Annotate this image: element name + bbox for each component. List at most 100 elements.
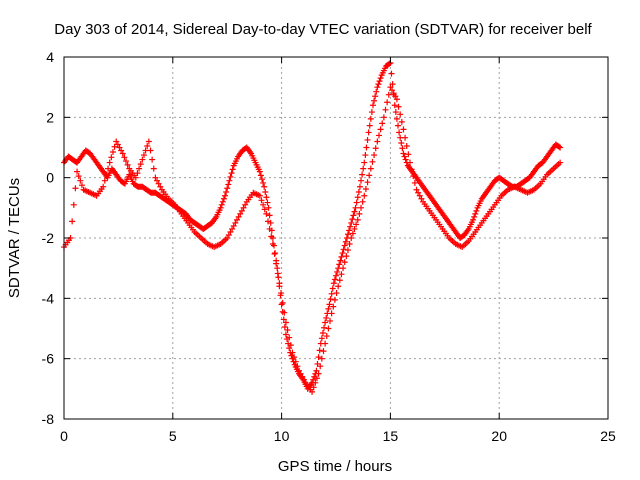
data-point	[256, 168, 263, 175]
data-point	[284, 327, 291, 334]
data-point	[392, 109, 399, 116]
data-point	[346, 227, 353, 234]
data-point	[227, 173, 234, 180]
data-point	[226, 177, 233, 184]
data-series	[61, 60, 564, 395]
data-point	[360, 165, 367, 172]
data-point	[119, 150, 126, 157]
data-point	[220, 195, 227, 202]
data-point	[223, 188, 230, 195]
chart-title: Day 303 of 2014, Sidereal Day-to-day VTE…	[54, 21, 592, 38]
data-point	[217, 204, 224, 211]
data-point	[354, 194, 361, 201]
data-point	[343, 253, 350, 260]
data-point	[387, 84, 394, 91]
data-point	[109, 149, 116, 156]
data-point	[338, 271, 345, 278]
data-point	[274, 270, 281, 277]
data-point	[406, 159, 413, 166]
data-point	[292, 358, 299, 365]
data-point	[340, 246, 347, 253]
data-point	[227, 228, 234, 235]
data-point	[395, 103, 402, 110]
y-tick-label: -6	[42, 351, 55, 367]
data-point	[368, 109, 375, 116]
data-point	[471, 213, 478, 220]
data-point	[218, 201, 225, 208]
data-point	[331, 276, 338, 283]
data-point	[411, 179, 418, 186]
data-point	[473, 207, 480, 214]
y-tick-label: -2	[42, 230, 55, 246]
data-point	[377, 75, 384, 82]
data-point	[327, 317, 334, 324]
y-tick-label: -4	[42, 290, 55, 306]
data-point	[374, 84, 381, 91]
data-point	[362, 185, 369, 192]
data-point	[317, 363, 324, 370]
data-point	[418, 195, 425, 202]
data-point	[355, 188, 362, 195]
data-point	[225, 231, 232, 238]
data-point	[219, 198, 226, 205]
data-point	[402, 134, 409, 141]
data-point	[157, 183, 164, 190]
data-point	[325, 325, 332, 332]
data-point	[287, 342, 294, 349]
data-point	[261, 206, 268, 213]
data-point	[391, 102, 398, 109]
data-point	[265, 204, 272, 211]
data-point	[299, 373, 306, 380]
data-point	[150, 165, 157, 172]
data-point	[556, 143, 563, 150]
data-point	[389, 87, 396, 94]
data-point	[139, 156, 146, 163]
data-point	[224, 185, 231, 192]
data-point	[349, 216, 356, 223]
data-point	[263, 194, 270, 201]
data-point	[399, 145, 406, 152]
data-point	[335, 283, 342, 290]
data-point	[326, 301, 333, 308]
data-point	[384, 99, 391, 106]
data-point	[376, 78, 383, 85]
data-point	[366, 122, 373, 129]
data-point	[371, 152, 378, 159]
data-point	[472, 210, 479, 217]
data-point	[262, 188, 269, 195]
x-tick-label: 20	[491, 428, 507, 444]
data-point	[144, 142, 151, 149]
data-point	[261, 183, 268, 190]
data-point	[114, 141, 121, 148]
data-point	[312, 379, 319, 386]
x-tick-label: 10	[274, 428, 290, 444]
data-point	[310, 376, 317, 383]
x-tick-label: 0	[60, 428, 68, 444]
data-point	[341, 242, 348, 249]
data-point	[274, 265, 281, 272]
y-tick-label: 0	[46, 170, 54, 186]
data-point	[353, 199, 360, 206]
data-point	[313, 367, 320, 374]
data-point	[105, 165, 112, 172]
data-point	[361, 192, 368, 199]
data-point	[330, 280, 337, 287]
data-point	[134, 170, 141, 177]
data-point	[385, 91, 392, 98]
data-point	[408, 166, 415, 173]
data-point	[106, 159, 113, 166]
data-point	[342, 238, 349, 245]
data-point	[269, 241, 276, 248]
data-point	[70, 201, 77, 208]
data-point	[281, 309, 288, 316]
data-point	[111, 143, 118, 150]
data-point	[235, 213, 242, 220]
data-point	[392, 93, 399, 100]
data-point	[323, 314, 330, 321]
data-point	[319, 330, 326, 337]
data-point	[279, 299, 286, 306]
data-point	[365, 129, 372, 136]
data-point	[286, 334, 293, 341]
data-point	[415, 189, 422, 196]
data-point	[101, 177, 108, 184]
